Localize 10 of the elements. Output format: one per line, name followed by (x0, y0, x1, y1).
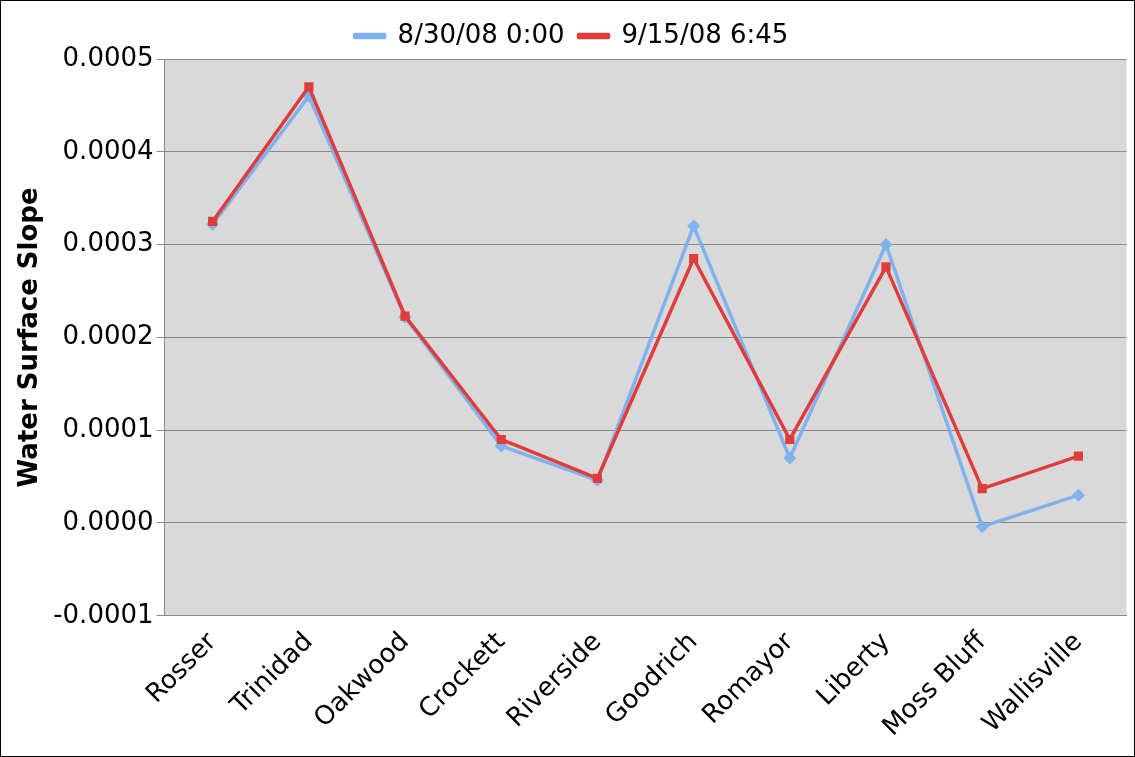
y-tick-label: 0.0001 (62, 412, 154, 443)
legend-label: 8/30/08 0:00 (397, 18, 565, 49)
y-tick-label: 0.0000 (62, 505, 154, 536)
y-tick-label: 0.0002 (62, 320, 154, 351)
y-tick-label: 0.0004 (62, 134, 154, 165)
y-tick-label: 0.0005 (62, 41, 154, 72)
y-axis-title: Water Surface Slope (13, 187, 44, 488)
y-tick-label: -0.0001 (53, 598, 154, 629)
legend-label: 9/15/08 6:45 (621, 18, 789, 49)
y-tick-label: 0.0003 (62, 227, 154, 258)
